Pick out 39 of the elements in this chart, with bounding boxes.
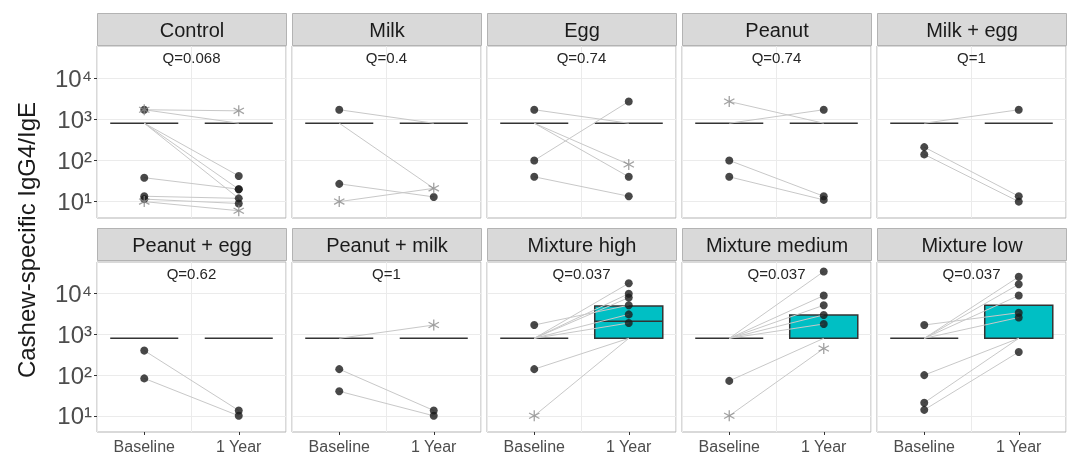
- x-tick-label: 1 Year: [411, 437, 458, 455]
- annotation: Q=0.037: [552, 265, 611, 282]
- annotation: Q=0.4: [365, 49, 408, 66]
- chart-title: Milk: [369, 18, 406, 41]
- chart-title: Milk + egg: [926, 18, 1018, 41]
- y-tick-label: 10²: [57, 361, 93, 389]
- annotation: Q=0.74: [751, 49, 802, 66]
- chart-title: Peanut: [745, 18, 810, 41]
- annotation: Q=0.74: [556, 49, 607, 66]
- y-tick-label: 10¹: [57, 188, 93, 216]
- chart-title: Mixture medium: [705, 233, 849, 256]
- annotation: Q=1: [957, 49, 986, 66]
- y-axis-title: Cashew-specific IgG4/IgE: [12, 101, 40, 379]
- y-tick-label: 10³: [57, 320, 93, 348]
- annotation: Q=0.62: [166, 265, 217, 282]
- chart-title: Peanut + milk: [326, 233, 449, 256]
- x-tick-label: Baseline: [113, 437, 176, 455]
- x-tick-label: Baseline: [503, 437, 566, 455]
- annotation: Q=1: [372, 265, 401, 282]
- y-tick-label: 10³: [57, 105, 93, 133]
- annotation: Q=0.068: [162, 49, 221, 66]
- chart-title: Egg: [564, 18, 600, 41]
- chart-title: Control: [159, 18, 225, 41]
- x-tick-label: Baseline: [698, 437, 761, 455]
- chart-title: Mixture high: [527, 233, 637, 256]
- x-tick-label: 1 Year: [216, 437, 263, 455]
- x-tick-label: Baseline: [308, 437, 371, 455]
- annotation: Q=0.037: [747, 265, 806, 282]
- x-tick-label: Baseline: [893, 437, 956, 455]
- x-tick-label: 1 Year: [996, 437, 1043, 455]
- y-tick-label: 10⁴: [54, 280, 92, 308]
- y-tick-label: 10⁴: [54, 64, 92, 92]
- y-tick-label: 10¹: [57, 402, 93, 430]
- x-tick-label: 1 Year: [606, 437, 653, 455]
- annotation: Q=0.037: [942, 265, 1001, 282]
- chart-title: Mixture low: [921, 233, 1024, 256]
- y-tick-label: 10²: [57, 146, 93, 174]
- chart-title: Peanut + egg: [132, 233, 252, 256]
- x-tick-label: 1 Year: [801, 437, 848, 455]
